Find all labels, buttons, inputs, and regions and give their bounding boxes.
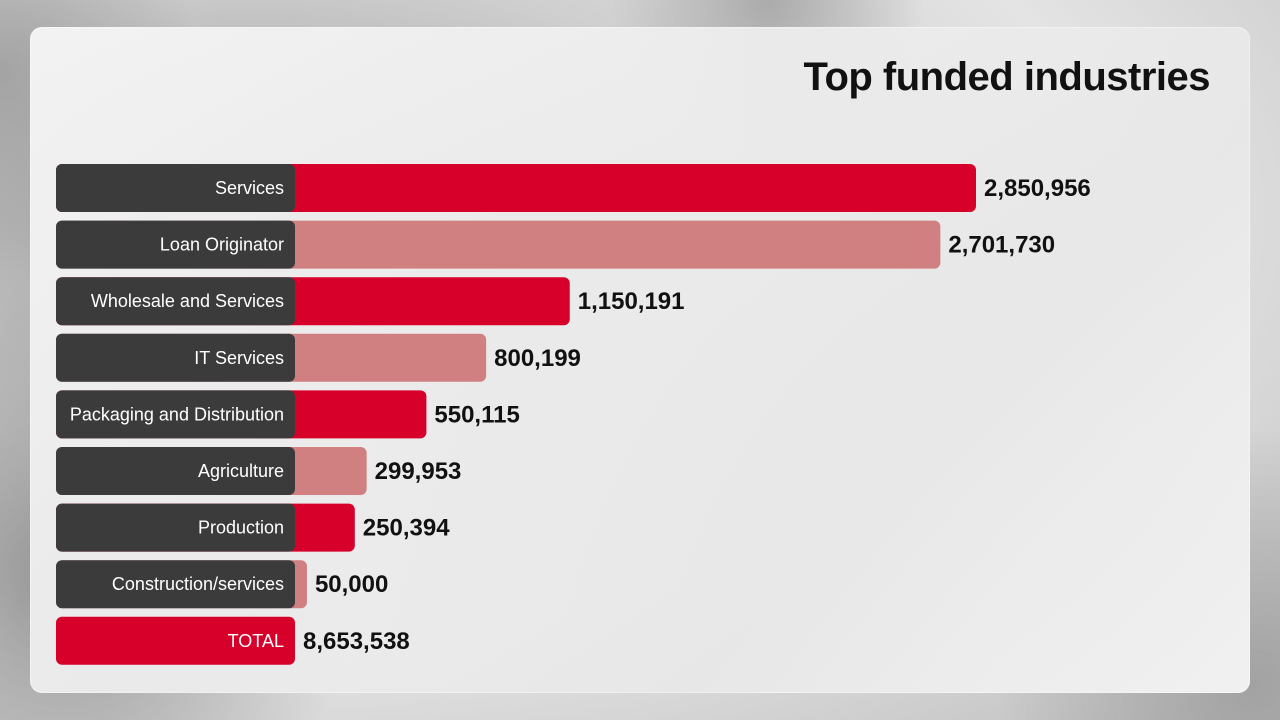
data-label: 800,199 xyxy=(494,345,581,372)
category-label: Loan Originator xyxy=(160,235,284,255)
data-label: 50,000 xyxy=(315,571,388,598)
bar-row: Production 250,394 xyxy=(56,503,450,552)
total-label-box xyxy=(56,616,295,665)
category-label: Packaging and Distribution xyxy=(70,404,284,424)
category-label: Production xyxy=(198,518,284,538)
data-label: 2,701,730 xyxy=(948,232,1055,259)
category-label-box xyxy=(56,164,295,212)
category-label-box xyxy=(56,333,295,382)
bar-row: Agriculture 299,953 xyxy=(56,447,461,495)
bar-row: Packaging and Distribution 550,115 xyxy=(56,390,520,439)
data-label: 299,953 xyxy=(375,458,462,485)
category-label-box xyxy=(56,560,295,609)
bar-row: Construction/services 50,000 xyxy=(56,560,388,609)
category-label-box xyxy=(56,277,295,326)
bar-row: IT Services 800,199 xyxy=(56,333,581,382)
data-label: 550,115 xyxy=(434,401,519,428)
data-label: 1,150,191 xyxy=(578,288,685,315)
category-label-box xyxy=(56,390,295,439)
category-label-box xyxy=(56,503,295,552)
category-label: IT Services xyxy=(194,348,284,368)
data-label: 250,394 xyxy=(363,515,450,542)
chart-card: Top funded industries Services 2,850,956 L… xyxy=(30,27,1250,693)
category-label: Services xyxy=(215,178,284,198)
bar-row: Loan Originator 2,701,730 xyxy=(56,220,1055,269)
category-label-box xyxy=(56,447,295,495)
data-label: 2,850,956 xyxy=(984,175,1091,202)
chart-title: Top funded industries xyxy=(803,55,1210,99)
category-label-box xyxy=(56,220,295,269)
category-label: Agriculture xyxy=(198,461,284,481)
total-label: TOTAL xyxy=(228,631,284,651)
bar-row: Services 2,850,956 xyxy=(56,164,1091,212)
category-label: Construction/services xyxy=(112,574,284,594)
bar-row: Wholesale and Services 1,150,191 xyxy=(56,277,685,326)
bar-chart: Services 2,850,956 Loan Originator 2,701,73… xyxy=(56,164,1091,665)
total-row: TOTAL 8,653,538 xyxy=(56,616,410,665)
category-label: Wholesale and Services xyxy=(91,291,284,311)
total-value-label: 8,653,538 xyxy=(303,628,410,655)
